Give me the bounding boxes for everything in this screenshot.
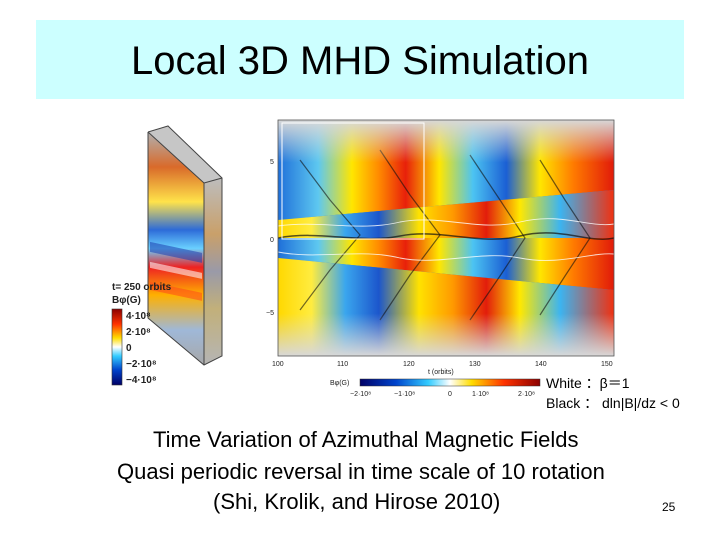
caption-line-3: (Shi, Krolik, and Hirose 2010) (213, 489, 501, 514)
colorbar-tick: 0 (126, 343, 132, 354)
box-time-label: t= 250 orbits (112, 282, 172, 293)
z-tick: −5 (266, 310, 274, 317)
h-colorbar-gradient (359, 378, 541, 387)
colorbar-tick: 4·10⁸ (126, 311, 151, 322)
h-colorbar-label: Bφ(G) (330, 380, 349, 387)
caption-line-1: Time Variation of Azimuthal Magnetic Fie… (153, 427, 579, 452)
t-tick: 130 (469, 361, 481, 368)
h-colorbar-tick: 0 (448, 391, 452, 398)
legend-black: Black ： dln|B|/dz < 0 (546, 395, 680, 411)
simulation-box-3d (147, 125, 223, 366)
z-tick: 0 (270, 237, 274, 244)
z-tick: 5 (270, 159, 274, 166)
h-colorbar-tick: 2·10⁸ (518, 391, 535, 398)
highlight-box (281, 122, 425, 240)
slide-number: 25 (662, 500, 676, 514)
t-axis-label: t (orbits) (428, 369, 454, 376)
h-colorbar-tick: −1·10⁸ (394, 391, 415, 398)
h-colorbar-tick: −2·10⁸ (350, 391, 371, 398)
caption-line-2: Quasi periodic reversal in time scale of… (117, 459, 605, 484)
legend-white: White ：β＝1 (546, 375, 630, 391)
t-tick: 140 (535, 361, 547, 368)
h-colorbar-tick: 1·10⁸ (472, 391, 489, 398)
horizontal-colorbar: Bφ(G) −2·10⁸ −1·10⁸ 0 1·10⁸ 2·10⁸ (330, 378, 541, 398)
colorbar-tick: 2·10⁸ (126, 327, 151, 338)
t-tick: 100 (272, 361, 284, 368)
title-bar: Local 3D MHD Simulation (36, 20, 684, 99)
colorbar-tick: −4·10⁸ (126, 375, 157, 386)
box-side-face (204, 178, 222, 365)
colorbar-gradient (111, 308, 123, 386)
colorbar-tick: −2·10⁸ (126, 359, 157, 370)
t-tick: 150 (601, 361, 613, 368)
t-tick: 110 (337, 361, 348, 368)
box-top-face (148, 126, 222, 183)
contour-legend: White ：β＝1 Black ： dln|B|/dz < 0 (546, 373, 680, 413)
t-tick: 120 (403, 361, 415, 368)
vertical-colorbar: t= 250 orbits Bφ(G) 4·10⁸ 2·10⁸ 0 −2·10⁸… (111, 282, 172, 386)
spacetime-plot: 5 0 −5 100 110 120 130 140 150 t (orbits… (266, 119, 615, 376)
slide-title: Local 3D MHD Simulation (131, 39, 589, 83)
colorbar-label: Bφ(G) (112, 295, 141, 306)
